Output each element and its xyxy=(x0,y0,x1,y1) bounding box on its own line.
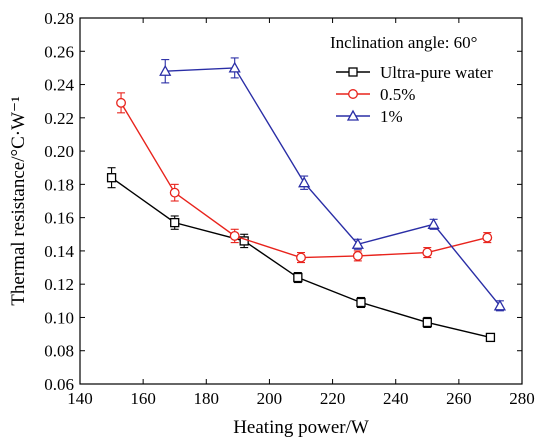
series-circle xyxy=(116,92,493,264)
data-point xyxy=(170,217,180,228)
legend-title: Inclination angle: 60° xyxy=(330,33,477,52)
y-tick-label: 0.16 xyxy=(44,209,74,228)
y-tick-label: 0.12 xyxy=(44,275,74,294)
data-point xyxy=(356,297,366,308)
data-point xyxy=(106,173,117,183)
x-tick-label: 280 xyxy=(509,389,535,408)
series-line xyxy=(165,67,501,307)
data-point xyxy=(482,232,493,243)
series-square xyxy=(106,167,496,343)
y-tick-label: 0.20 xyxy=(44,142,74,161)
x-tick-label: 140 xyxy=(67,389,93,408)
legend-label: 0.5% xyxy=(380,85,415,104)
y-tick-label: 0.14 xyxy=(44,242,74,261)
legend-item: 1% xyxy=(336,107,403,126)
data-point xyxy=(427,217,440,229)
x-tick-label: 160 xyxy=(130,389,156,408)
legend-item: 0.5% xyxy=(336,85,415,104)
legend: Inclination angle: 60° Ultra-pure water 0… xyxy=(330,33,493,126)
x-axis-title: Heating power/W xyxy=(233,417,369,438)
series-triangle xyxy=(159,57,507,312)
data-point xyxy=(485,332,496,343)
data-point xyxy=(293,272,303,283)
series-layer xyxy=(106,57,507,343)
data-point xyxy=(352,250,363,261)
plot-frame xyxy=(79,17,523,385)
y-tick-label: 0.08 xyxy=(44,342,74,361)
data-point xyxy=(422,247,433,258)
legend-swatch-marker xyxy=(348,67,358,77)
data-point xyxy=(169,187,180,198)
y-tick-label: 0.28 xyxy=(44,9,74,28)
legend-swatch-marker xyxy=(348,89,358,99)
y-tick-label: 0.18 xyxy=(44,175,74,194)
y-tick-label: 0.24 xyxy=(44,76,74,95)
legend-swatch-marker xyxy=(346,109,360,121)
y-tick-label: 0.06 xyxy=(44,375,74,394)
data-point xyxy=(351,237,364,249)
data-point xyxy=(229,230,240,241)
legend-label: Ultra-pure water xyxy=(380,63,493,82)
data-point xyxy=(228,61,241,73)
x-tick-label: 180 xyxy=(194,389,220,408)
x-tick-label: 200 xyxy=(257,389,283,408)
y-tick-label: 0.26 xyxy=(44,42,74,61)
x-tick-label: 260 xyxy=(446,389,472,408)
data-point xyxy=(422,317,432,328)
x-tick-label: 240 xyxy=(383,389,409,408)
legend-label: 1% xyxy=(380,107,403,126)
axes: 140 160 180 200 220 240 260 280 0.06 0.08 0.10 0.12… xyxy=(44,9,535,408)
data-point xyxy=(296,252,306,263)
legend-item: Ultra-pure water xyxy=(336,63,493,82)
y-tick-label: 0.10 xyxy=(44,308,74,327)
y-axis-title: Thermal resistance/°C·W⁻¹ xyxy=(8,96,29,306)
y-tick-label: 0.22 xyxy=(44,109,74,128)
data-point xyxy=(298,176,311,188)
data-point xyxy=(159,64,172,76)
x-tick-label: 220 xyxy=(320,389,346,408)
data-point xyxy=(493,299,507,311)
data-point xyxy=(116,97,126,108)
